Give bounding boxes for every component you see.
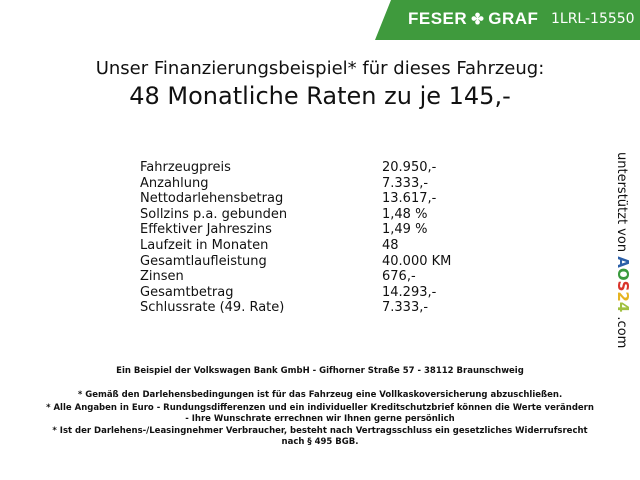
row-label: Gesamtlaufleistung	[140, 253, 267, 269]
row-label: Sollzins p.a. gebunden	[140, 206, 288, 222]
row-label: Laufzeit in Monaten	[140, 237, 269, 253]
clover-icon: ✤	[471, 11, 485, 28]
row-value: 40.000 KM	[382, 253, 452, 269]
row-label: Nettodarlehensbetrag	[140, 191, 284, 207]
title-line1: Unser Finanzierungsbeispiel* für dieses …	[95, 58, 545, 79]
row-label: Zinsen	[140, 269, 184, 285]
row-value: 676,-	[382, 269, 416, 285]
row-value: 48	[382, 237, 399, 253]
row-value: 1,48 %	[382, 206, 428, 222]
supported-by: unterstützt von AOS24 .com	[614, 152, 632, 348]
dealer-banner	[375, 0, 640, 40]
row-value: 13.617,-	[382, 191, 437, 207]
row-value: 7.333,-	[382, 175, 429, 191]
footnote-1: * Gemäß den Darlehensbedingungen ist für…	[77, 390, 563, 400]
brand-right: GRAF	[488, 9, 539, 28]
table-row: Gesamtlaufleistung 40.000 KM	[140, 254, 460, 270]
table-row: Zinsen 676,-	[140, 269, 460, 285]
dealer-logo: FESER ✤ GRAF	[408, 9, 538, 29]
table-row: Gesamtbetrag 14.293,-	[140, 285, 460, 301]
row-label: Gesamtbetrag	[140, 284, 234, 300]
table-row: Fahrzeugpreis 20.950,-	[140, 160, 460, 176]
table-row: Effektiver Jahreszins 1,49 %	[140, 222, 460, 238]
financing-table: Fahrzeugpreis 20.950,- Anzahlung 7.333,- N…	[140, 160, 460, 316]
row-label: Anzahlung	[140, 175, 209, 191]
table-row: Nettodarlehensbetrag 13.617,-	[140, 191, 460, 207]
row-label: Effektiver Jahreszins	[140, 222, 272, 238]
title-line2: 48 Monatliche Raten zu je 145,-	[129, 82, 511, 110]
footnote-2b: - Ihre Wunschrate errechnen wir Ihnen ge…	[185, 414, 455, 424]
row-value: 14.293,-	[382, 284, 437, 300]
table-row: Sollzins p.a. gebunden 1,48 %	[140, 207, 460, 223]
supported-by-suffix: .com	[614, 316, 629, 349]
brand-left: FESER	[408, 9, 468, 28]
table-row: Schlussrate (49. Rate) 7.333,-	[140, 300, 460, 316]
footnote-2a: * Alle Angaben in Euro - Rundungsdiffere…	[46, 403, 594, 413]
footnote-3a: * Ist der Darlehens-/Leasingnehmer Verbr…	[52, 426, 588, 436]
row-label: Schlussrate (49. Rate)	[140, 300, 285, 316]
table-row: Anzahlung 7.333,-	[140, 176, 460, 192]
row-value: 1,49 %	[382, 222, 428, 238]
row-value: 7.333,-	[382, 300, 429, 316]
row-label: Fahrzeugpreis	[140, 160, 231, 175]
supported-by-text: unterstützt von	[614, 152, 629, 253]
table-row: Laufzeit in Monaten 48	[140, 238, 460, 254]
footnote-3b: nach § 495 BGB.	[281, 437, 359, 447]
aos24-logo: AOS24	[614, 256, 632, 313]
vehicle-code: 1LRL-15550	[551, 11, 635, 27]
bank-note: Ein Beispiel der Volkswagen Bank GmbH - …	[116, 366, 524, 376]
row-value: 20.950,-	[382, 160, 437, 175]
